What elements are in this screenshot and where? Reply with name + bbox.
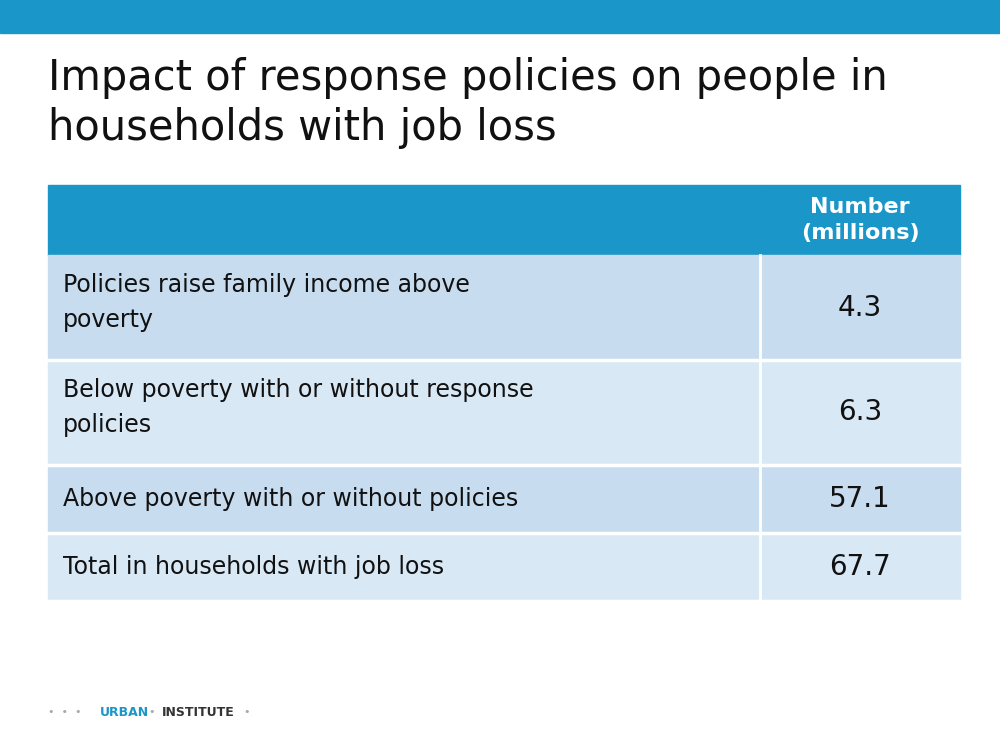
Text: 67.7: 67.7 — [829, 553, 891, 581]
Bar — [760, 185, 960, 255]
Text: 6.3: 6.3 — [838, 398, 882, 427]
Text: Impact of response policies on people in: Impact of response policies on people in — [48, 57, 888, 99]
Bar — [48, 185, 760, 255]
Bar — [0, 0, 1000, 33]
Text: Above poverty with or without policies: Above poverty with or without policies — [63, 487, 518, 511]
Bar — [760, 255, 960, 360]
Text: 57.1: 57.1 — [829, 485, 891, 513]
Bar — [760, 533, 960, 601]
Bar — [48, 360, 760, 465]
Text: INSTITUTE: INSTITUTE — [162, 706, 235, 718]
Text: Total in households with job loss: Total in households with job loss — [63, 555, 444, 579]
Text: •: • — [148, 707, 154, 717]
Text: URBAN: URBAN — [100, 706, 149, 718]
Text: •: • — [243, 707, 250, 717]
Text: Number
(millions): Number (millions) — [801, 196, 919, 243]
Text: Below poverty with or without response
policies: Below poverty with or without response p… — [63, 378, 534, 437]
Bar — [48, 533, 760, 601]
Bar — [760, 360, 960, 465]
Bar — [48, 465, 760, 533]
Text: Policies raise family income above
poverty: Policies raise family income above pover… — [63, 273, 470, 332]
Text: •  •  •: • • • — [48, 707, 82, 717]
Text: households with job loss: households with job loss — [48, 107, 557, 149]
Bar — [760, 465, 960, 533]
Text: 4.3: 4.3 — [838, 293, 882, 322]
Bar — [48, 255, 760, 360]
